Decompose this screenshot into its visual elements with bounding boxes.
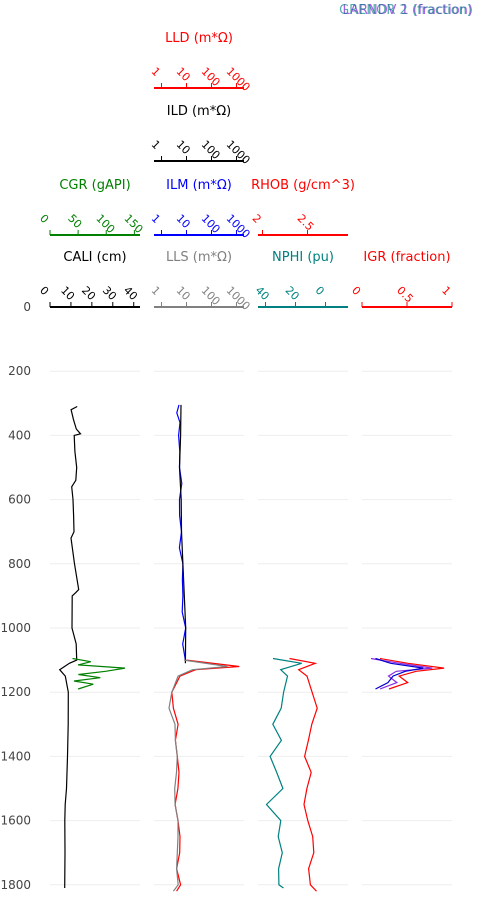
axis-nphi-pu: 40 20 0 NPHI (pu) xyxy=(253,250,348,308)
axis-title-ilm-m: ILM (m*Ω) xyxy=(166,178,232,193)
depth-tick-label-1000: 1000 xyxy=(0,621,31,635)
axis-tick-label-cgr-gapi-1: 50 xyxy=(65,212,84,231)
axis-tick-label-rhob-g-cm-3-0: 2 xyxy=(250,212,264,226)
axis-tick-label-cali-cm-0: 0 xyxy=(37,284,51,298)
axis-tick-label-lls-m-2: 100 xyxy=(199,284,223,308)
axis-tick-label-ild-m-3: 1000 xyxy=(224,138,253,167)
axis-ilm-m: 1 10 100 1000 ILM (m*Ω) xyxy=(149,178,253,241)
axis-lls-m: 1 10 100 1000 LLS (m*Ω) xyxy=(149,250,253,313)
axis-igr-fraction: 0 0.5 1 IGR (fraction) xyxy=(349,250,453,308)
axis-title-nphi-pu: NPHI (pu) xyxy=(272,250,334,265)
axis-tick-label-cgr-gapi-2: 100 xyxy=(93,212,117,236)
track-2 xyxy=(265,657,318,892)
depth-grid xyxy=(50,370,452,886)
depth-tick-label-0: 0 xyxy=(23,300,31,314)
axis-tick-label-lld-m-0: 1 xyxy=(149,65,163,79)
depth-tick-label-400: 400 xyxy=(8,428,31,442)
axis-tick-label-nphi-pu-0: 40 xyxy=(253,284,272,303)
depth-tick-label-200: 200 xyxy=(8,364,31,378)
legend-entry-1: GRENOR 2 (fraction) xyxy=(339,3,472,18)
axis-title-cgr-gapi: CGR (gAPI) xyxy=(59,178,130,193)
axis-title-lls-m: LLS (m*Ω) xyxy=(166,250,232,265)
axis-tick-label-ild-m-0: 1 xyxy=(149,138,163,152)
axis-tick-label-lld-m-3: 1000 xyxy=(224,65,253,94)
axis-tick-label-lls-m-0: 1 xyxy=(149,284,163,298)
axis-lld-m: 1 10 100 1000 LLD (m*Ω) xyxy=(149,31,253,94)
axis-tick-label-lld-m-1: 10 xyxy=(174,65,193,84)
series-ild-line xyxy=(178,404,187,664)
series-ilm-line xyxy=(176,404,187,661)
axis-tick-label-cgr-gapi-0: 0 xyxy=(37,212,51,226)
depth-tick-label-600: 600 xyxy=(8,493,31,507)
axis-rhob-g-cm-3: 2 2.5 RHOB (g/cm^3) xyxy=(250,178,355,236)
track-1 xyxy=(168,404,240,892)
axis-title-cali-cm: CALI (cm) xyxy=(63,250,126,265)
axis-tick-label-nphi-pu-1: 20 xyxy=(283,284,302,303)
axis-tick-label-ild-m-1: 10 xyxy=(174,138,193,157)
axis-tick-label-igr-fraction-0: 0 xyxy=(349,284,363,298)
series-grenor-2-line xyxy=(375,657,424,690)
series-larndv-1-line xyxy=(370,657,433,690)
log-tracks xyxy=(58,404,445,892)
depth-tick-label-1800: 1800 xyxy=(0,878,31,892)
track-0 xyxy=(58,405,126,889)
axis-tick-label-ilm-m-3: 1000 xyxy=(224,212,253,241)
axis-tick-label-lls-m-3: 1000 xyxy=(224,284,253,313)
axis-title-ild-m: ILD (m*Ω) xyxy=(167,104,231,119)
axis-tick-label-nphi-pu-2: 0 xyxy=(313,284,327,298)
legend-entry-0: LARNDV 1 (fraction) xyxy=(343,3,473,18)
axis-tick-label-cali-cm-1: 10 xyxy=(58,284,77,303)
series-lld-line xyxy=(171,659,240,892)
depth-tick-label-1400: 1400 xyxy=(0,749,31,763)
series-cgr-line xyxy=(72,657,126,690)
series-nphi-line xyxy=(265,657,302,889)
series-igr-line xyxy=(379,657,445,690)
axis-ild-m: 1 10 100 1000 ILD (m*Ω) xyxy=(149,104,253,167)
axis-tick-label-ilm-m-0: 1 xyxy=(149,212,163,226)
axis-tick-label-ild-m-2: 100 xyxy=(199,138,223,162)
legend: LARNDV 1 (fraction)GRENOR 2 (fraction) xyxy=(339,3,473,18)
depth-tick-label-800: 800 xyxy=(8,557,31,571)
depth-tick-label-1200: 1200 xyxy=(0,685,31,699)
axis-tick-label-ilm-m-2: 100 xyxy=(199,212,223,236)
axis-title-igr-fraction: IGR (fraction) xyxy=(363,250,450,265)
axis-tick-label-ilm-m-1: 10 xyxy=(174,212,193,231)
axis-cgr-gapi: 0 50 100 150 CGR (gAPI) xyxy=(37,178,146,236)
axis-tick-label-cgr-gapi-3: 150 xyxy=(122,212,146,236)
series-rhob-line xyxy=(289,657,318,892)
axis-title-rhob-g-cm-3: RHOB (g/cm^3) xyxy=(251,178,355,193)
series-cali-line xyxy=(58,405,82,889)
axis-tick-label-igr-fraction-2: 1 xyxy=(439,284,453,298)
axis-title-lld-m: LLD (m*Ω) xyxy=(165,31,233,46)
axis-tick-label-cali-cm-2: 20 xyxy=(79,284,98,303)
track-3 xyxy=(370,657,445,690)
axis-tick-label-cali-cm-4: 40 xyxy=(121,284,140,303)
axis-tick-label-cali-cm-3: 30 xyxy=(100,284,119,303)
axis-tick-label-lls-m-1: 10 xyxy=(174,284,193,303)
series-lls-line xyxy=(168,659,228,892)
axis-tick-label-lld-m-2: 100 xyxy=(199,65,223,89)
depth-axis: 0 200 400 600 800 1000 1200 1400 1600 1800 xyxy=(0,300,31,892)
depth-tick-label-1600: 1600 xyxy=(0,814,31,828)
axis-tick-label-igr-fraction-1: 0.5 xyxy=(394,284,416,306)
axis-tick-label-rhob-g-cm-3-1: 2.5 xyxy=(295,212,317,234)
axis-cali-cm: 0 10 20 30 40 CALI (cm) xyxy=(37,250,140,308)
